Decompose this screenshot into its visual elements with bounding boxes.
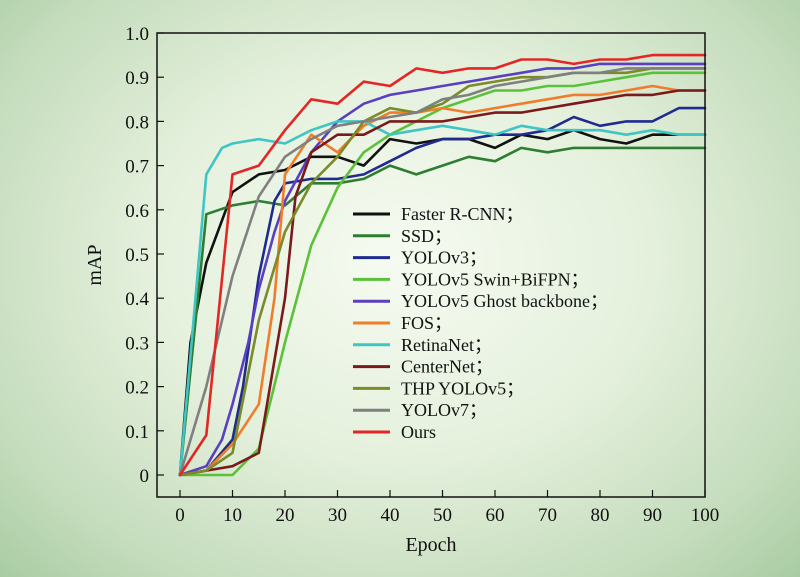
y-tick-label: 0	[140, 466, 150, 487]
y-tick-label: 0.5	[125, 245, 149, 266]
y-tick-label: 0.6	[125, 201, 149, 222]
x-tick-label: 80	[591, 505, 610, 526]
y-tick-label: 0.7	[125, 157, 149, 178]
legend-label: THP YOLOv5；	[401, 378, 524, 398]
x-tick-label: 50	[433, 505, 452, 526]
y-tick-label: 0.9	[125, 68, 149, 89]
x-axis-label: Epoch	[405, 534, 456, 556]
x-tick-label: 40	[381, 505, 400, 526]
legend-label: SSD；	[401, 226, 452, 246]
legend-label: FOS；	[401, 313, 452, 333]
x-tick-label: 100	[691, 505, 720, 526]
legend-label: YOLOv7；	[401, 400, 487, 420]
series-line-7	[178, 89, 707, 477]
series-line-0	[178, 128, 707, 477]
legend-label: YOLOv5 Swin+BiFPN；	[401, 269, 589, 289]
legend-label: RetinaNet；	[401, 335, 492, 355]
y-tick-label: 1.0	[125, 24, 149, 45]
plot-frame	[156, 32, 706, 498]
y-tick-label: 0.4	[125, 289, 149, 310]
series-line-5	[178, 84, 707, 477]
y-tick-label: 0.8	[125, 112, 149, 133]
y-axis-label: mAP	[84, 244, 106, 285]
series-line-9	[178, 67, 707, 477]
legend-label: Faster R-CNN；	[401, 204, 524, 224]
series-line-1	[178, 146, 707, 477]
series-line-6	[178, 120, 707, 477]
legend: Faster R-CNN；SSD；YOLOv3；YOLOv5 Swin+BiFP…	[353, 204, 608, 442]
series-line-4	[178, 62, 707, 477]
x-tick-label: 90	[643, 505, 662, 526]
x-tick-label: 10	[223, 505, 242, 526]
x-tick-label: 30	[328, 505, 347, 526]
y-tick-label: 0.3	[125, 333, 149, 354]
x-tick-label: 0	[175, 505, 185, 526]
legend-label: YOLOv3；	[401, 248, 487, 268]
x-tick-label: 70	[538, 505, 557, 526]
x-tick-label: 20	[276, 505, 295, 526]
y-tick-label: 0.1	[125, 422, 149, 443]
series-line-8	[178, 67, 707, 477]
legend-label: Ours	[401, 422, 436, 442]
axes: 0 10 20 30 40 50 60 70 80 90 100 0 0.1 0.2 0.3 0.4 0.5 0.…	[125, 24, 719, 526]
plot-lines	[178, 53, 707, 477]
legend-label: CenterNet；	[401, 357, 493, 377]
legend-label: YOLOv5 Ghost backbone；	[401, 291, 608, 311]
series-line-10	[178, 53, 707, 477]
x-tick-label: 60	[486, 505, 505, 526]
y-tick-label: 0.2	[125, 378, 149, 399]
